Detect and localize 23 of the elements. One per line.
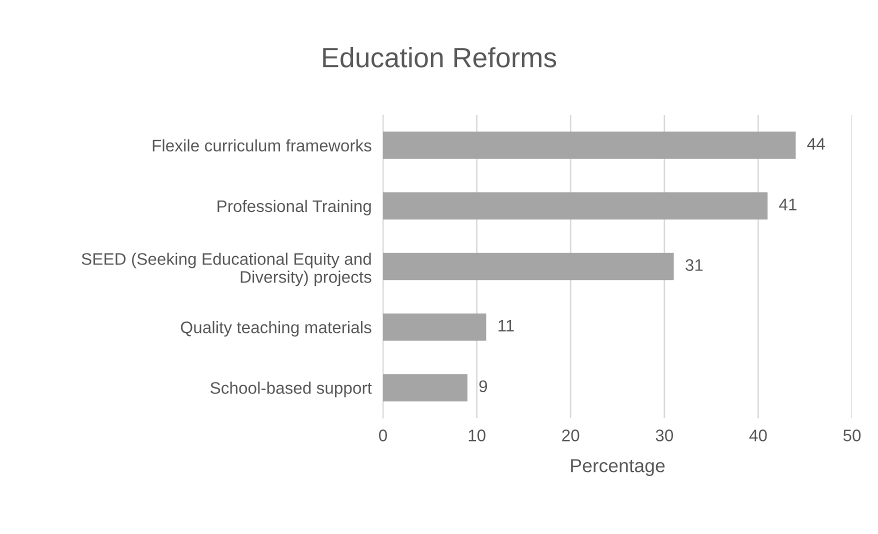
chart-title: Education Reforms bbox=[323, 47, 556, 68]
bar bbox=[383, 132, 796, 159]
data-label: 11 bbox=[498, 320, 514, 332]
x-tick-label: 50 bbox=[843, 430, 861, 442]
data-label: 44 bbox=[807, 138, 825, 150]
bar bbox=[383, 374, 468, 402]
y-tick-label: Quality teaching materials bbox=[180, 321, 372, 337]
x-tick-label: 40 bbox=[749, 430, 767, 442]
bar bbox=[383, 313, 486, 341]
x-tick-label: 0 bbox=[379, 430, 387, 442]
y-tick-label: Professional Training bbox=[218, 200, 371, 216]
x-tick-label: 10 bbox=[468, 430, 486, 442]
data-label: 31 bbox=[686, 259, 703, 271]
bar bbox=[383, 252, 674, 280]
x-tick-label: 20 bbox=[562, 430, 580, 442]
y-tick-label: SEED (Seeking Educational Equity and Diversity) projects bbox=[82, 252, 372, 286]
x-tick-label: 30 bbox=[656, 430, 674, 442]
data-label: 9 bbox=[479, 380, 488, 392]
data-label: 41 bbox=[779, 198, 796, 210]
x-axis-title: Percentage bbox=[571, 459, 665, 476]
y-tick-label: Flexile curriculum frameworks bbox=[152, 139, 372, 152]
y-tick-label: School-based support bbox=[210, 382, 372, 398]
bar bbox=[383, 192, 768, 220]
